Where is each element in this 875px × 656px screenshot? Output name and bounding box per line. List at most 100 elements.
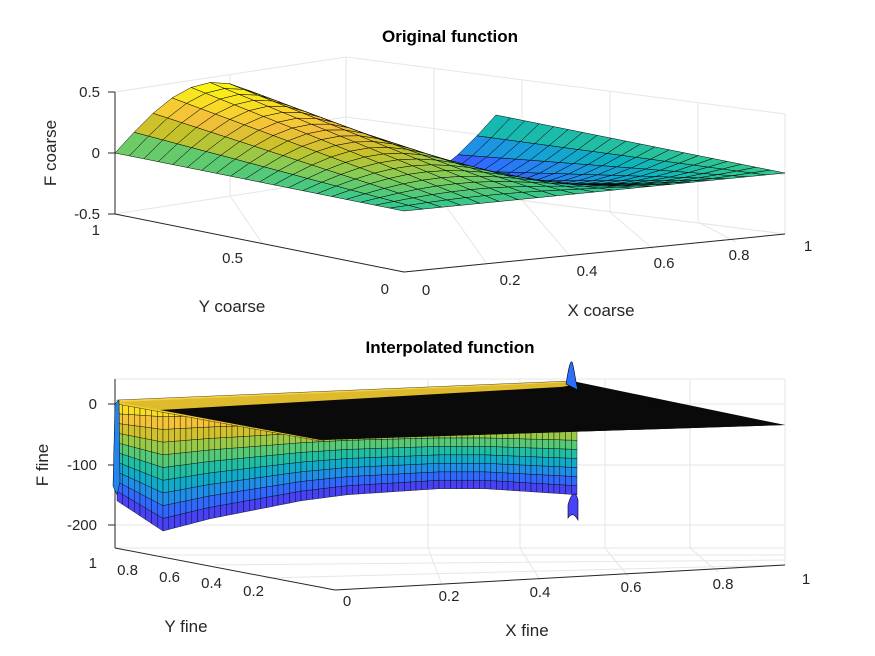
surface-patch [122,433,129,446]
surface-patch [323,440,330,452]
surface-patch [179,427,187,442]
surface-patch [404,447,411,457]
bottom-x-tick: 0.2 [439,588,460,605]
surface-patch [415,463,422,474]
surface-patch [300,470,307,482]
surface-patch [231,425,239,438]
surface-patch [295,490,302,503]
surface-patch [145,426,152,441]
surface-patch [490,454,497,465]
surface-patch [484,463,491,473]
surface-patch [157,465,164,481]
surface-patch [364,466,371,476]
surface-patch [134,457,141,472]
surface-patch [444,480,451,489]
surface-patch [243,500,250,513]
bottom-z-label: F fine [33,444,52,487]
surface-patch [208,506,216,520]
surface-patch [450,454,457,464]
surface-patch [237,447,244,459]
surface-patch [329,477,336,488]
surface-patch [162,428,170,443]
top-y-tick: 0.5 [222,250,243,267]
top-z-label: F coarse [41,120,60,186]
surface-patch [392,482,399,492]
surface-patch [226,436,233,449]
surface-patch [197,508,204,523]
surface-patch [122,443,129,457]
surface-patch [346,476,353,486]
surface-patch [128,445,135,459]
surface-patch [277,493,284,506]
surface-patch [559,484,566,495]
surface-patch [427,446,434,456]
surface-patch [335,467,342,479]
surface-patch [421,437,428,448]
surface-patch [571,485,578,496]
surface-patch [203,495,210,510]
surface-patch [427,454,434,465]
surface-patch [438,471,445,481]
surface-patch [421,455,428,465]
surface-patch [479,463,486,472]
surface-patch [214,426,221,439]
surface-patch [185,415,193,429]
surface-patch [375,456,382,467]
surface-patch [151,439,158,454]
surface-patch [312,479,319,491]
surface-patch [231,447,239,460]
surface-patch [525,473,532,484]
surface-patch [329,468,336,479]
surface-patch [438,446,445,455]
surface-patch [548,483,555,494]
surface-patch [277,473,284,486]
surface-patch [237,501,244,514]
surface-patch [536,456,543,467]
surface-patch [312,488,319,500]
surface-patch [208,494,216,508]
surface-patch [467,437,474,447]
surface-patch [283,463,290,475]
surface-patch [548,465,555,476]
surface-patch [369,439,376,449]
surface-patch [415,446,422,456]
surface-patch [272,454,279,466]
surface-patch [467,480,474,489]
surface-patch [421,446,428,456]
surface-patch [450,446,457,455]
surface-patch [295,481,302,493]
surface-patch [300,490,307,502]
surface-patch [179,464,187,478]
surface-patch [306,441,313,453]
surface-patch [375,447,382,458]
surface-patch [450,437,457,447]
surface-patch [283,443,290,455]
top-x-tick: 0.6 [654,255,675,272]
surface-patch [392,438,399,449]
surface-top-sheet [160,386,785,440]
surface-patch [266,475,273,488]
surface-patch [444,471,451,481]
surface-patch [525,447,532,457]
surface-patch [272,464,279,476]
surface-patch [358,439,365,450]
surface-patch [295,471,302,483]
surface-patch [289,442,296,454]
surface-patch [254,487,261,500]
surface-patch [438,480,445,489]
surface-patch [139,414,147,428]
surface-patch [208,483,216,497]
surface-patch [191,474,198,488]
surface-patch [358,448,365,459]
surface-patch [433,463,440,473]
surface-patch [398,455,405,466]
surface-patch [346,457,353,468]
surface-patch [571,457,578,468]
surface-patch [341,458,348,469]
surface-patch [565,484,572,495]
surface-patch [369,457,376,467]
surface-patch [231,469,239,482]
surface-patch [502,455,509,465]
surface-patch [174,416,181,430]
surface-patch [502,438,509,448]
